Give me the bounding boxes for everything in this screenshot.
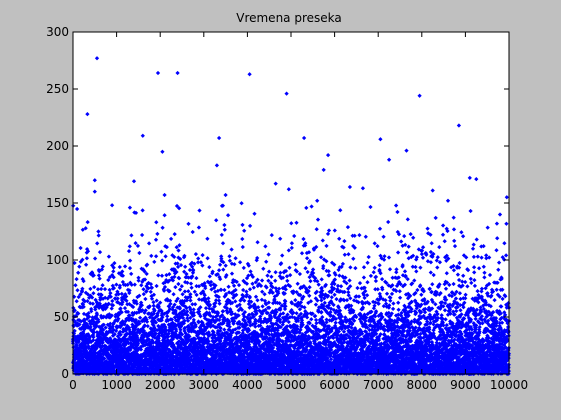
data-point bbox=[97, 249, 103, 255]
data-point bbox=[109, 203, 115, 208]
data-point bbox=[96, 233, 101, 238]
data-point bbox=[80, 227, 85, 232]
data-point bbox=[78, 245, 83, 251]
data-point bbox=[74, 206, 80, 212]
chart-title: Vremena preseka bbox=[236, 11, 342, 25]
data-point bbox=[85, 219, 90, 225]
data-points bbox=[70, 56, 512, 377]
data-point bbox=[96, 229, 101, 234]
data-point bbox=[95, 241, 100, 246]
data-point bbox=[85, 249, 91, 254]
data-point bbox=[83, 226, 88, 231]
